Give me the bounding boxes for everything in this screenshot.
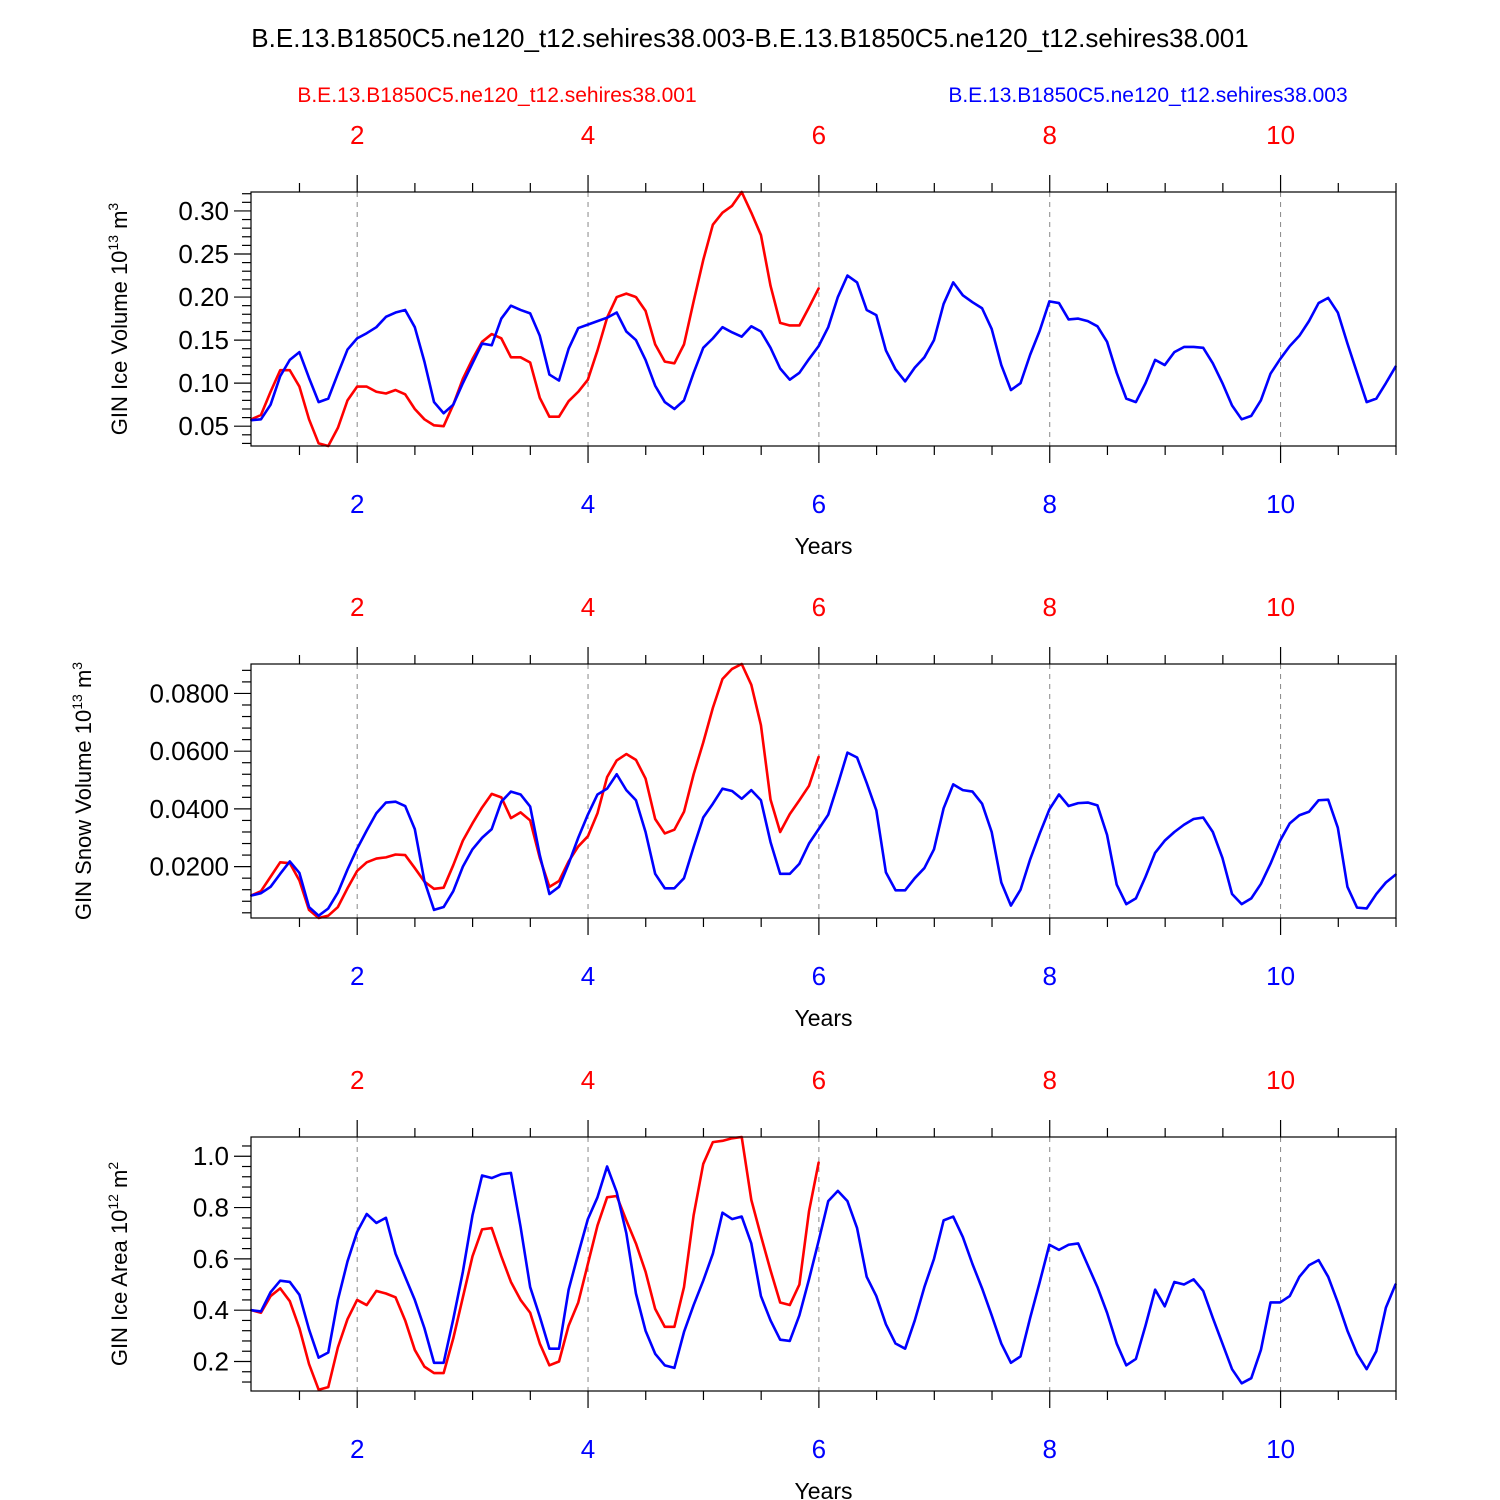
x-tick-label-top: 10 — [1266, 1065, 1295, 1095]
y-axis-title: GIN Ice Area 1012 m2 — [105, 1162, 132, 1367]
x-tick-label-bottom: 8 — [1042, 489, 1056, 519]
x-tick-label-bottom: 10 — [1266, 1434, 1295, 1464]
x-tick-label-top: 8 — [1042, 1065, 1056, 1095]
chart-title: B.E.13.B1850C5.ne120_t12.sehires38.003-B… — [251, 23, 1248, 53]
legend-right-label: B.E.13.B1850C5.ne120_t12.sehires38.003 — [948, 84, 1347, 107]
x-tick-label-top: 10 — [1266, 120, 1295, 150]
y-tick-label: 0.20 — [178, 282, 229, 312]
y-tick-label: 0.0600 — [149, 736, 229, 766]
y-axis-title-unit-exponent: 3 — [69, 662, 85, 670]
x-tick-label-top: 4 — [581, 1065, 595, 1095]
y-axis-title: GIN Ice Volume 1013 m3 — [105, 203, 132, 436]
y-axis-title-unit-exponent: 2 — [105, 1162, 121, 1170]
x-tick-label-top: 4 — [581, 120, 595, 150]
x-tick-label-top: 2 — [350, 1065, 364, 1095]
plot-frame — [250, 1136, 1397, 1392]
y-tick-label: 0.10 — [178, 368, 229, 398]
x-tick-label-top: 8 — [1042, 120, 1056, 150]
series-line-run-003 — [250, 274, 1397, 422]
y-tick-label: 0.15 — [178, 325, 229, 355]
y-tick-label: 0.0800 — [149, 678, 229, 708]
y-axis-title-text: GIN Ice Area 10 — [107, 1210, 132, 1367]
panel-1: 0.05 0.10 0.15 0.20 0.25 0.30 2 2 4 4 6 6 8 8 10 10 Year… — [105, 120, 1397, 559]
plot-frame — [250, 663, 1397, 919]
x-tick-label-bottom: 10 — [1266, 489, 1295, 519]
x-tick-label-bottom: 2 — [350, 961, 364, 991]
x-tick-label-top: 2 — [350, 592, 364, 622]
series-line-run-001 — [250, 662, 820, 920]
y-axis-title-unit: m — [107, 211, 132, 235]
x-tick-label-top: 8 — [1042, 592, 1056, 622]
y-axis-title: GIN Snow Volume 1013 m3 — [69, 662, 96, 920]
y-tick-label: 1.0 — [193, 1141, 229, 1171]
x-tick-label-bottom: 6 — [812, 489, 826, 519]
x-tick-label-bottom: 8 — [1042, 961, 1056, 991]
legend-left-label: B.E.13.B1850C5.ne120_t12.sehires38.001 — [297, 84, 696, 107]
x-tick-label-top: 6 — [812, 592, 826, 622]
y-tick-label: 0.8 — [193, 1193, 229, 1223]
x-tick-label-bottom: 4 — [581, 1434, 595, 1464]
series-line-run-003 — [250, 751, 1397, 917]
series-line-run-001 — [250, 1135, 820, 1392]
y-tick-label: 0.2 — [193, 1346, 229, 1376]
y-axis-title-unit: m — [71, 670, 96, 694]
x-tick-label-top: 6 — [812, 1065, 826, 1095]
y-axis-title-exponent: 13 — [69, 694, 85, 710]
x-axis-title: Years — [795, 1478, 853, 1500]
x-tick-label-top: 6 — [812, 120, 826, 150]
x-tick-label-bottom: 6 — [812, 1434, 826, 1464]
x-tick-label-bottom: 4 — [581, 489, 595, 519]
y-axis-title-unit: m — [107, 1170, 132, 1194]
panel-2: 0.0200 0.0400 0.0600 0.0800 2 2 4 4 6 6 8 8 10 10 Year… — [69, 592, 1397, 1031]
y-axis-title-unit-exponent: 3 — [105, 203, 121, 211]
y-tick-label: 0.30 — [178, 196, 229, 226]
y-tick-label: 0.4 — [193, 1295, 229, 1325]
x-tick-label-top: 2 — [350, 120, 364, 150]
y-tick-label: 0.6 — [193, 1244, 229, 1274]
y-axis-title-text: GIN Ice Volume 10 — [107, 251, 132, 436]
y-axis-title-exponent: 12 — [105, 1194, 121, 1210]
series-line-run-001 — [250, 190, 820, 448]
x-tick-label-bottom: 2 — [350, 489, 364, 519]
y-axis-title-exponent: 13 — [105, 235, 121, 251]
x-tick-label-bottom: 10 — [1266, 961, 1295, 991]
x-tick-label-bottom: 4 — [581, 961, 595, 991]
x-axis-title: Years — [795, 533, 853, 559]
series-line-run-003 — [250, 1165, 1397, 1385]
plot-frame — [250, 191, 1397, 447]
x-tick-label-bottom: 2 — [350, 1434, 364, 1464]
x-tick-label-top: 10 — [1266, 592, 1295, 622]
y-tick-label: 0.0400 — [149, 794, 229, 824]
x-axis-title: Years — [795, 1005, 853, 1031]
x-tick-label-top: 4 — [581, 592, 595, 622]
y-tick-label: 0.0200 — [149, 852, 229, 882]
x-tick-label-bottom: 6 — [812, 961, 826, 991]
x-tick-label-bottom: 8 — [1042, 1434, 1056, 1464]
panel-3: 0.2 0.4 0.6 0.8 1.0 2 2 4 4 6 6 8 8 10 10 Years GIN Ice … — [105, 1065, 1397, 1500]
y-tick-label: 0.05 — [178, 411, 229, 441]
y-tick-label: 0.25 — [178, 239, 229, 269]
y-axis-title-text: GIN Snow Volume 10 — [71, 710, 96, 920]
